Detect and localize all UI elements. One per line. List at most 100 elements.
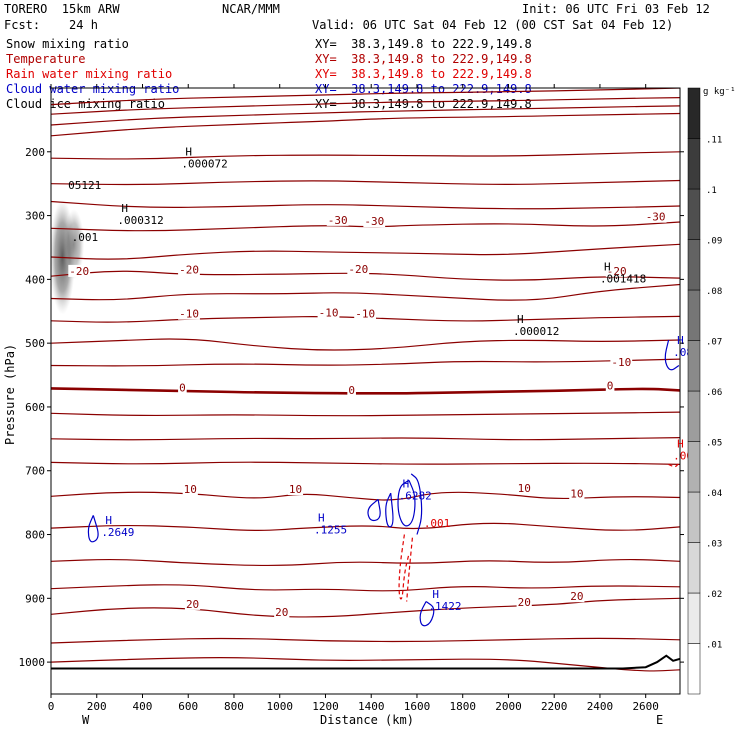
cloud-water-contour bbox=[410, 473, 423, 535]
colorbar-swatch bbox=[687, 87, 701, 139]
high-value-label: .2649 bbox=[101, 526, 134, 539]
temperature-contour bbox=[51, 558, 680, 567]
high-value-label: .001418 bbox=[600, 273, 646, 286]
temperature-contour bbox=[51, 97, 680, 115]
temperature-contour bbox=[51, 491, 680, 501]
legend-entry-temperature-xy: XY= 38.3,149.8 to 222.9,149.8 bbox=[315, 52, 532, 66]
y-tick-label: 1000 bbox=[19, 656, 46, 669]
temperature-contour-label: -30 bbox=[646, 211, 666, 224]
cloud-water-contour bbox=[385, 492, 394, 528]
cloud-water-contour bbox=[419, 601, 435, 627]
temperature-contour bbox=[51, 637, 680, 644]
y-tick-label: 200 bbox=[25, 146, 45, 159]
cloud-water-contour bbox=[397, 479, 416, 527]
y-axis-title: Pressure (hPa) bbox=[3, 344, 17, 445]
x-axis-west-label: W bbox=[82, 713, 90, 727]
colorbar-swatch bbox=[687, 188, 701, 240]
contour-value-label: .001 bbox=[424, 517, 451, 530]
colorbar-swatch bbox=[687, 643, 701, 695]
high-marker: H bbox=[677, 437, 684, 450]
temperature-contour-label: -10 bbox=[319, 306, 339, 319]
colorbar-level-label: .07 bbox=[706, 338, 722, 348]
temperature-contour-label: 10 bbox=[570, 488, 583, 501]
colorbar-swatch bbox=[687, 491, 701, 543]
rain-water-contour bbox=[668, 462, 680, 468]
temperature-contour bbox=[51, 105, 680, 126]
temperature-contour-label: 10 bbox=[184, 483, 197, 496]
temperature-contour bbox=[51, 88, 680, 106]
temperature-contour-label: 10 bbox=[289, 483, 302, 496]
legend-entry-snow-xy: XY= 38.3,149.8 to 222.9,149.8 bbox=[315, 37, 532, 51]
temperature-contour bbox=[51, 112, 680, 137]
high-value-label: .000312 bbox=[117, 214, 163, 227]
header-run-name: TORERO 15km ARW bbox=[4, 2, 120, 16]
temperature-contour-label: -20 bbox=[179, 264, 199, 277]
y-tick-label: 800 bbox=[25, 529, 45, 542]
x-tick-label: 600 bbox=[178, 700, 198, 713]
colorbar-level-label: .04 bbox=[706, 489, 722, 499]
temperature-contour-label: -20 bbox=[69, 265, 89, 278]
high-marker: H bbox=[121, 202, 128, 215]
plot-frame bbox=[50, 87, 681, 695]
y-tick-label: 400 bbox=[25, 273, 45, 286]
colorbar-level-label: .01 bbox=[706, 641, 722, 651]
colorbar-level-label: .1 bbox=[706, 186, 717, 196]
colorbar-level-label: .09 bbox=[706, 237, 722, 247]
colorbar-swatch bbox=[687, 592, 701, 644]
y-tick-label: 300 bbox=[25, 210, 45, 223]
temperature-contour-label: 20 bbox=[570, 590, 583, 603]
colorbar-units: g kg⁻¹ bbox=[703, 87, 736, 97]
terrain-line bbox=[51, 654, 680, 670]
header-valid: Valid: 06 UTC Sat 04 Feb 12 (00 CST Sat … bbox=[312, 18, 674, 32]
temperature-contour-label: -20 bbox=[607, 265, 627, 278]
high-value-label: .6282 bbox=[399, 489, 432, 502]
high-value-label: .1422 bbox=[428, 600, 461, 613]
x-tick-label: 2200 bbox=[541, 700, 568, 713]
x-tick-label: 2600 bbox=[632, 700, 659, 713]
colorbar-level-label: .11 bbox=[706, 136, 722, 146]
x-tick-label: 1400 bbox=[358, 700, 385, 713]
legend-entry-snow: Snow mixing ratio bbox=[6, 37, 129, 51]
x-tick-label: 1600 bbox=[404, 700, 431, 713]
temperature-contour bbox=[51, 283, 680, 301]
temperature-contour-label: 0 bbox=[607, 380, 614, 393]
cloud-water-contour bbox=[367, 498, 381, 522]
y-tick-label: 600 bbox=[25, 401, 45, 414]
colorbar-swatch bbox=[687, 239, 701, 291]
colorbar-swatch bbox=[687, 289, 701, 341]
legend-entry-cloud-water: Cloud water mixing ratio bbox=[6, 82, 180, 96]
y-tick-label: 700 bbox=[25, 465, 45, 478]
x-tick-label: 1000 bbox=[266, 700, 293, 713]
x-tick-label: 1200 bbox=[312, 700, 339, 713]
cloud-water-contour bbox=[87, 515, 99, 543]
contour-value-label: 05121 bbox=[68, 179, 101, 192]
temperature-contour-label: -10 bbox=[355, 308, 375, 321]
colorbar-level-label: .06 bbox=[706, 388, 722, 398]
temperature-contour-label: -30 bbox=[364, 215, 384, 228]
x-axis-east-label: E bbox=[656, 713, 663, 727]
colorbar-swatch bbox=[687, 138, 701, 190]
temperature-contour bbox=[51, 338, 680, 351]
contour-value-label: .001 bbox=[72, 231, 99, 244]
colorbar-level-label: .05 bbox=[706, 439, 722, 449]
temperature-contour bbox=[51, 179, 680, 186]
cloud-water-contour bbox=[664, 339, 680, 371]
legend-entry-temperature: Temperature bbox=[6, 52, 86, 66]
temperature-contour bbox=[51, 411, 680, 417]
high-marker: H bbox=[517, 313, 524, 326]
high-marker: H bbox=[677, 334, 684, 347]
temperature-contour-label: 0 bbox=[348, 384, 355, 397]
high-value-label: .000012 bbox=[513, 325, 559, 338]
x-tick-label: 2000 bbox=[495, 700, 522, 713]
temperature-contour bbox=[51, 597, 680, 618]
temperature-contour bbox=[51, 522, 680, 531]
y-tick-label: 900 bbox=[25, 592, 45, 605]
colorbar-swatch bbox=[687, 340, 701, 392]
x-tick-label: 200 bbox=[87, 700, 107, 713]
high-marker: H bbox=[105, 514, 112, 527]
colorbar-level-label: .08 bbox=[706, 287, 722, 297]
cloud-ice-shading bbox=[63, 209, 85, 280]
high-marker: H bbox=[432, 588, 439, 601]
temperature-contour bbox=[51, 358, 680, 367]
